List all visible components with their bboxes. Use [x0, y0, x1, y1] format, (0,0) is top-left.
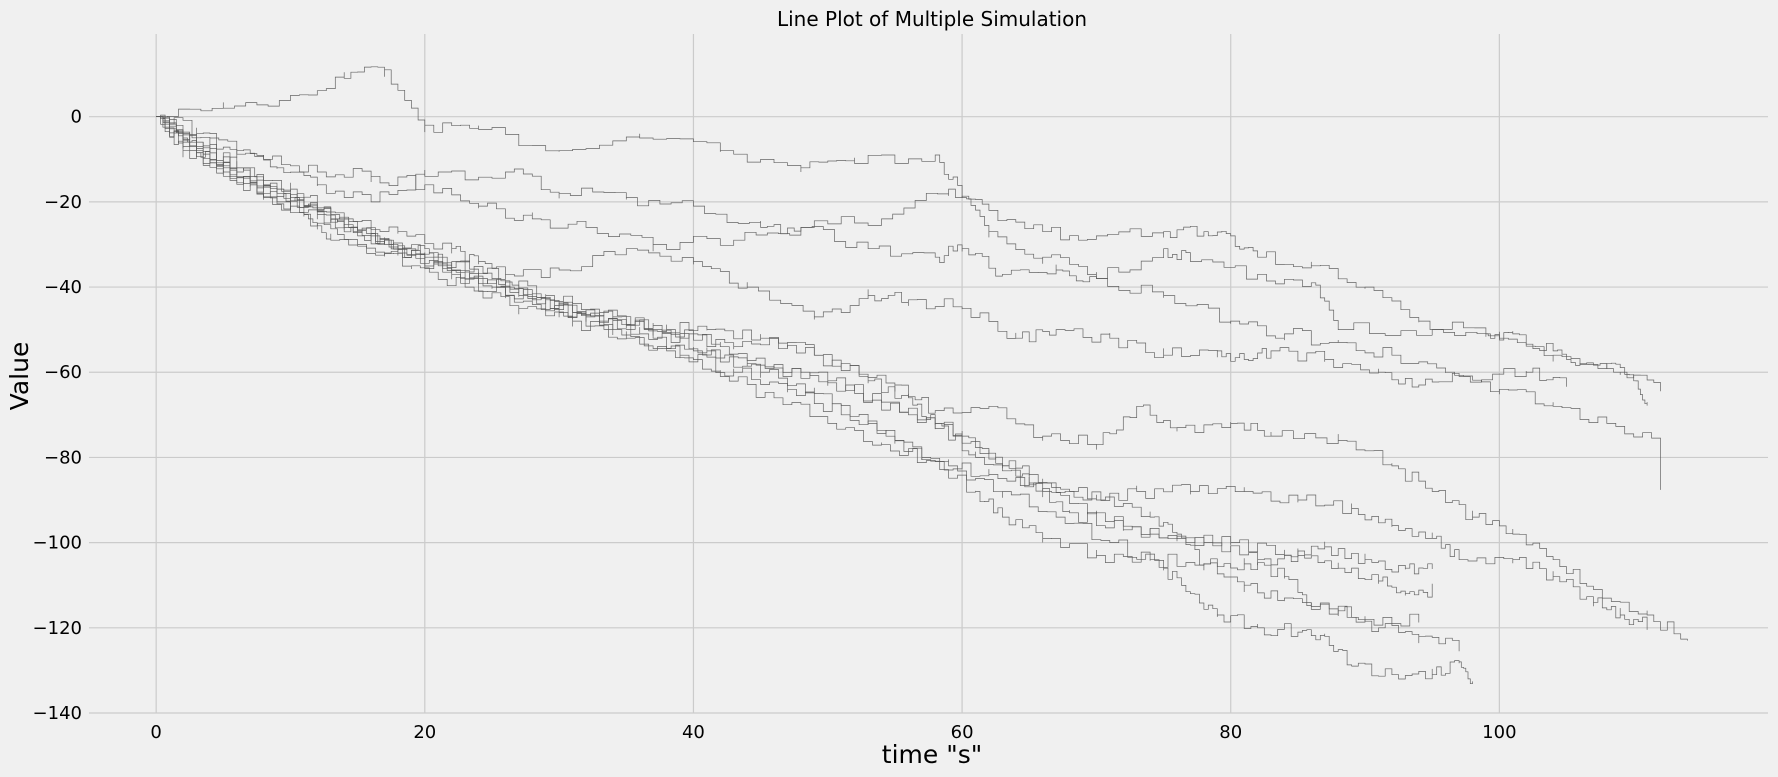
- x-tick-label: 80: [1219, 722, 1242, 743]
- simulation-line: [156, 116, 1661, 392]
- y-tick-label: −120: [33, 618, 82, 639]
- simulation-line: [156, 66, 1648, 406]
- simulation-line: [156, 116, 1420, 627]
- y-tick-label: 0: [71, 107, 82, 128]
- x-axis-label: time "s": [882, 740, 982, 769]
- simulation-line: [156, 116, 1433, 598]
- simulation-line: [156, 116, 1460, 652]
- simulation-line: [156, 114, 1567, 388]
- simulation-line: [156, 116, 1473, 685]
- x-tick-label: 60: [951, 722, 974, 743]
- y-tick-label: −60: [44, 362, 82, 383]
- x-tick-label: 40: [682, 722, 705, 743]
- chart-title: Line Plot of Multiple Simulation: [777, 7, 1087, 31]
- x-tick-label: 0: [150, 722, 161, 743]
- simulation-line: [156, 116, 1688, 641]
- x-tick-label: 100: [1482, 722, 1516, 743]
- x-tick-label: 20: [413, 722, 436, 743]
- y-tick-labels: 0 −20 −40 −60 −80 −100 −120 −140: [33, 107, 82, 724]
- simulation-line: [156, 116, 1661, 490]
- grid-lines: [89, 34, 1768, 714]
- y-axis-label: Value: [5, 342, 34, 411]
- y-tick-label: −140: [33, 703, 82, 724]
- y-tick-label: −80: [44, 447, 82, 468]
- y-tick-label: −40: [44, 277, 82, 298]
- y-tick-label: −20: [44, 192, 82, 213]
- series-lines: [156, 66, 1688, 685]
- x-tick-labels: 0 20 40 60 80 100: [150, 722, 1516, 743]
- y-tick-label: −100: [33, 533, 82, 554]
- simulation-line: [156, 116, 1433, 575]
